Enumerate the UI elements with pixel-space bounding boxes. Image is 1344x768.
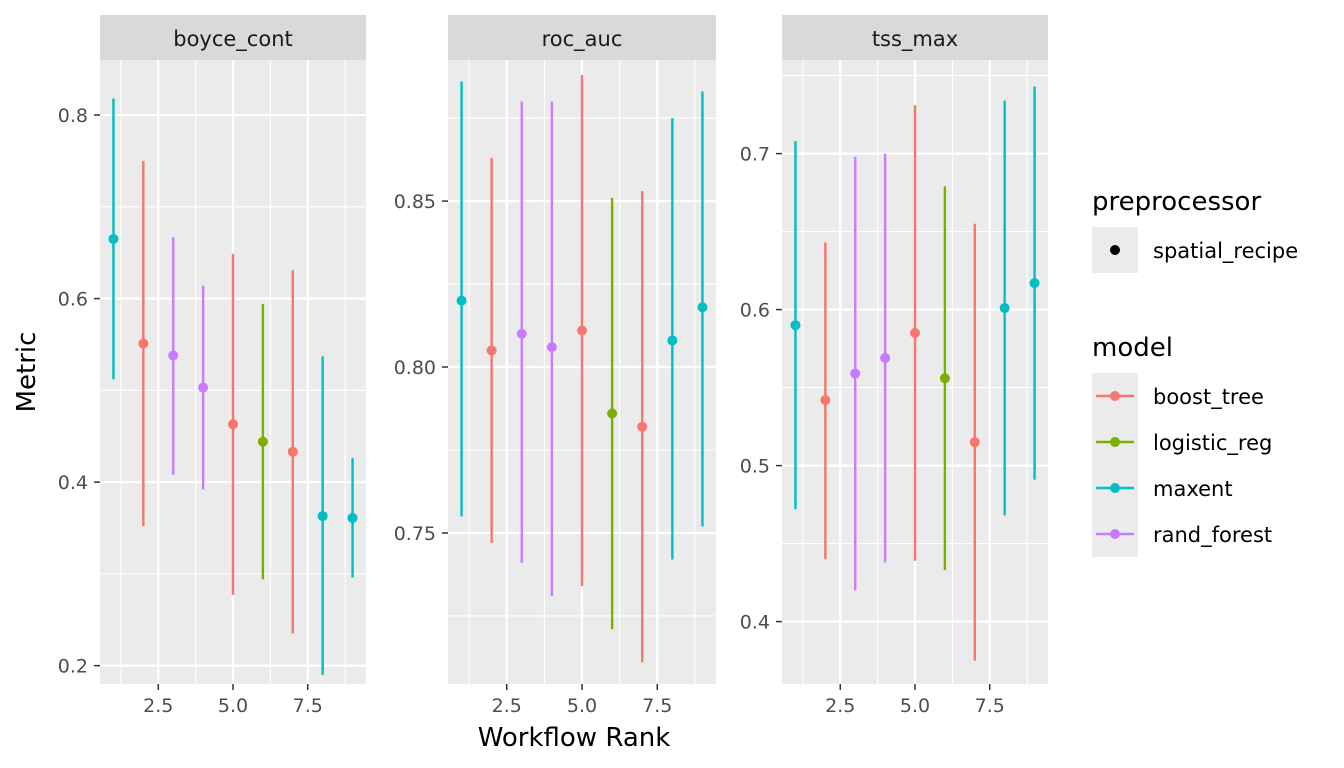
x-tick-label: 7.5 [642, 695, 672, 717]
point-boost_tree [287, 446, 298, 457]
legend-label: spatial_recipe [1153, 239, 1298, 264]
point-logistic_reg [607, 408, 618, 419]
point-boost_tree [577, 325, 587, 336]
strip-roc_auc [448, 15, 716, 60]
x-tick-label: 2.5 [143, 695, 173, 717]
y-tick-label: 0.4 [58, 472, 88, 494]
legend-title-preprocessor: preprocessor [1092, 187, 1261, 217]
legend-label: maxent [1153, 477, 1233, 501]
legend: preprocessor model spatial_recipe boost_t… [1092, 187, 1298, 557]
legend-label: rand_forest [1153, 523, 1272, 548]
point-maxent [790, 320, 801, 331]
x-tick-label: 5.0 [567, 695, 597, 717]
y-axis-title: Metric [12, 332, 42, 413]
strip-boyce_cont [100, 15, 366, 60]
point-rand_forest [198, 382, 209, 393]
strip-label: tss_max [872, 27, 958, 52]
point-maxent [317, 511, 328, 522]
x-tick-label: 2.5 [825, 695, 855, 717]
x-tick-label: 7.5 [975, 695, 1005, 717]
legend-key-point [1110, 391, 1120, 401]
y-tick-label: 0.6 [58, 289, 88, 311]
y-tick-label: 0.8 [58, 105, 88, 127]
facet-tss_max: tss_max 0.4 0.5 0.6 0.7 2.5 5.0 7.5 [740, 15, 1048, 717]
point-rand_forest [168, 350, 179, 361]
point-boost_tree [969, 437, 980, 448]
point-maxent [456, 295, 467, 306]
point-boost_tree [228, 419, 238, 430]
x-tick-label: 5.0 [900, 695, 930, 717]
strip-label: boyce_cont [173, 27, 293, 52]
point-rand_forest [880, 352, 891, 363]
point-maxent [347, 512, 358, 523]
x-tick-label: 5.0 [218, 695, 248, 717]
legend-title-model: model [1092, 333, 1173, 363]
y-tick-label: 0.6 [740, 300, 770, 322]
legend-key-point [1110, 483, 1120, 493]
point-logistic_reg [939, 373, 950, 384]
point-rand_forest [546, 342, 557, 353]
legend-key-point [1110, 245, 1120, 255]
point-logistic_reg [257, 436, 268, 447]
x-axis-title: Workflow Rank [478, 723, 671, 753]
point-boost_tree [486, 345, 497, 356]
strip-tss_max [782, 15, 1048, 60]
facets-layer: boyce_cont 0.2 0.4 0.6 0.8 2.5 5.0 7.5 roc_auc 0.… [58, 15, 1048, 717]
point-maxent [1029, 278, 1040, 289]
y-tick-label: 0.4 [740, 612, 770, 634]
facet-roc_auc: roc_auc 0.75 0.80 0.85 2.5 5.0 7.5 [394, 15, 716, 717]
point-rand_forest [516, 328, 527, 339]
point-maxent [697, 302, 708, 313]
legend-label: boost_tree [1153, 385, 1264, 410]
point-maxent [999, 303, 1010, 314]
point-boost_tree [910, 328, 920, 338]
point-boost_tree [138, 338, 149, 349]
y-tick-label: 0.80 [394, 357, 436, 379]
y-tick-label: 0.2 [58, 656, 88, 678]
point-maxent [667, 335, 678, 346]
y-tick-label: 0.7 [740, 144, 770, 166]
x-tick-label: 7.5 [293, 695, 323, 717]
legend-label: logistic_reg [1153, 431, 1272, 456]
point-boost_tree [637, 421, 648, 432]
strip-label: roc_auc [542, 27, 623, 52]
y-tick-label: 0.75 [394, 523, 436, 545]
point-boost_tree [820, 395, 831, 406]
y-tick-label: 0.5 [740, 456, 770, 478]
facet-boyce_cont: boyce_cont 0.2 0.4 0.6 0.8 2.5 5.0 7.5 [58, 15, 366, 717]
point-rand_forest [850, 368, 861, 379]
legend-key-point [1110, 529, 1120, 539]
x-tick-label: 2.5 [492, 695, 522, 717]
y-tick-label: 0.85 [394, 191, 436, 213]
legend-key-point [1110, 437, 1120, 447]
point-maxent [108, 233, 119, 244]
